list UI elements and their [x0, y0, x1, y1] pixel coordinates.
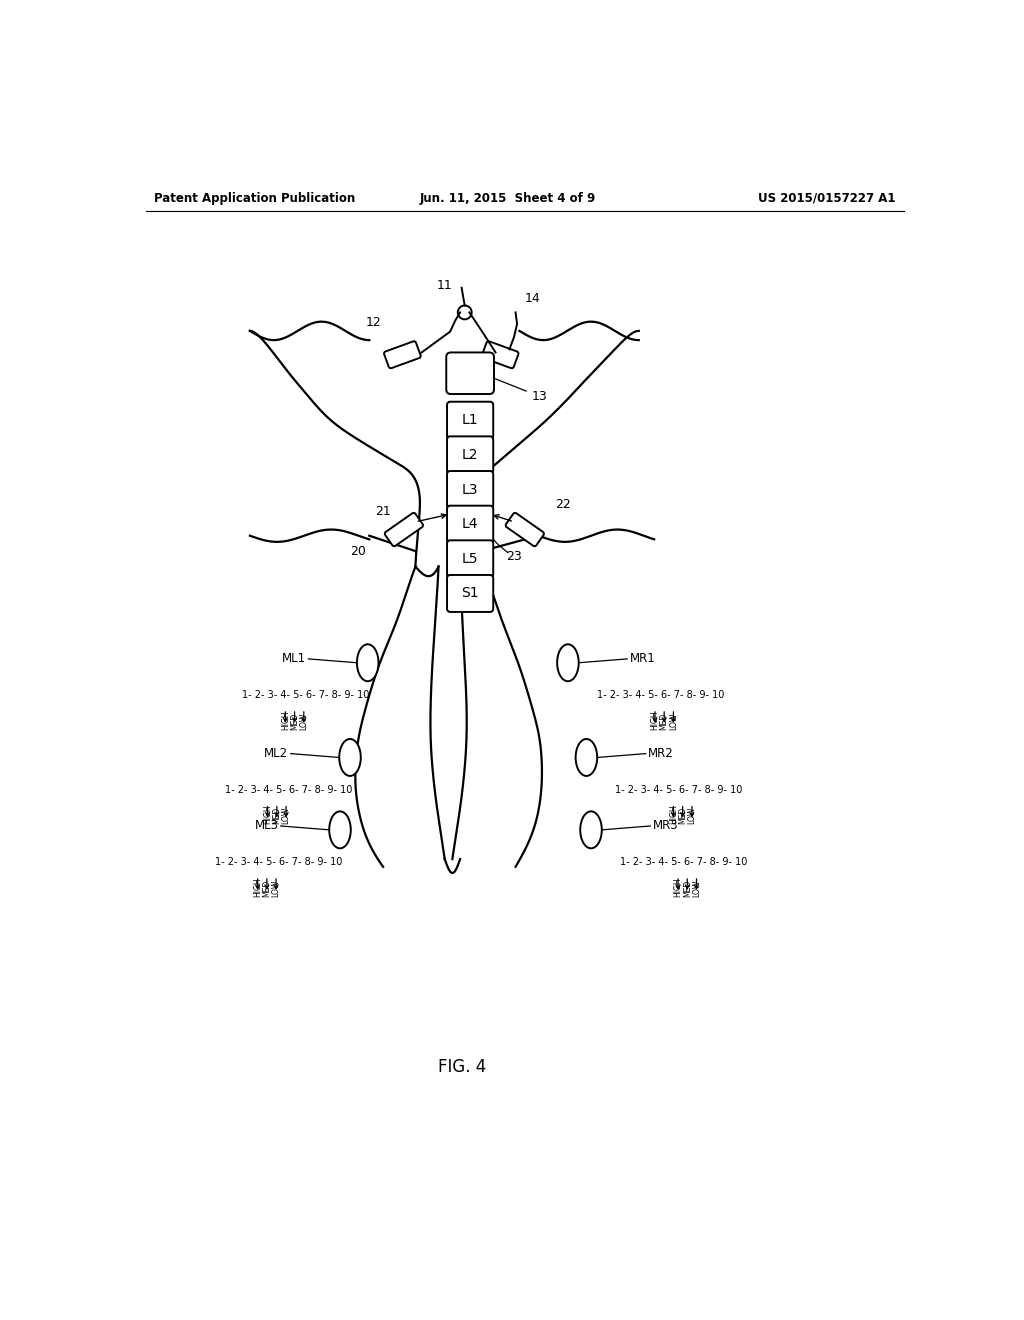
Ellipse shape	[330, 812, 351, 849]
Text: LOW: LOW	[669, 713, 678, 730]
Text: MED: MED	[678, 808, 687, 825]
Text: L1: L1	[462, 413, 478, 428]
FancyBboxPatch shape	[446, 352, 494, 395]
Text: Jun. 11, 2015  Sheet 4 of 9: Jun. 11, 2015 Sheet 4 of 9	[420, 191, 596, 205]
Text: 1- 2- 3- 4- 5- 6- 7- 8- 9- 10: 1- 2- 3- 4- 5- 6- 7- 8- 9- 10	[243, 690, 370, 700]
Text: LOW: LOW	[687, 807, 696, 825]
Text: MED: MED	[659, 713, 669, 730]
Text: LOW: LOW	[692, 879, 701, 896]
FancyBboxPatch shape	[447, 506, 494, 543]
Text: HIGH: HIGH	[281, 710, 290, 730]
Text: 22: 22	[555, 499, 571, 511]
Text: MR1: MR1	[630, 652, 655, 665]
Text: MED: MED	[290, 713, 299, 730]
Text: LOW: LOW	[282, 807, 291, 825]
FancyBboxPatch shape	[447, 576, 494, 612]
FancyBboxPatch shape	[482, 341, 518, 368]
Text: Patent Application Publication: Patent Application Publication	[154, 191, 355, 205]
Text: HIGH: HIGH	[650, 710, 659, 730]
Text: FIG. 4: FIG. 4	[437, 1059, 485, 1076]
Ellipse shape	[557, 644, 579, 681]
Text: ML3: ML3	[254, 820, 279, 833]
FancyBboxPatch shape	[447, 437, 494, 474]
Text: L2: L2	[462, 447, 478, 462]
Text: LOW: LOW	[299, 713, 308, 730]
Text: S1: S1	[462, 586, 479, 601]
Text: MED: MED	[683, 879, 692, 896]
FancyBboxPatch shape	[506, 512, 544, 546]
Text: 1- 2- 3- 4- 5- 6- 7- 8- 9- 10: 1- 2- 3- 4- 5- 6- 7- 8- 9- 10	[224, 785, 352, 795]
Ellipse shape	[581, 812, 602, 849]
Text: 1- 2- 3- 4- 5- 6- 7- 8- 9- 10: 1- 2- 3- 4- 5- 6- 7- 8- 9- 10	[615, 785, 742, 795]
Text: 1- 2- 3- 4- 5- 6- 7- 8- 9- 10: 1- 2- 3- 4- 5- 6- 7- 8- 9- 10	[620, 857, 748, 867]
Text: 20: 20	[350, 545, 366, 557]
Text: HIGH: HIGH	[669, 805, 678, 825]
Text: 1- 2- 3- 4- 5- 6- 7- 8- 9- 10: 1- 2- 3- 4- 5- 6- 7- 8- 9- 10	[215, 857, 342, 867]
Text: 23: 23	[506, 550, 522, 564]
FancyBboxPatch shape	[384, 341, 421, 368]
Text: 11: 11	[437, 279, 453, 292]
FancyBboxPatch shape	[447, 471, 494, 508]
Text: L3: L3	[462, 483, 478, 496]
Text: US 2015/0157227 A1: US 2015/0157227 A1	[759, 191, 896, 205]
Text: L4: L4	[462, 517, 478, 531]
Ellipse shape	[575, 739, 597, 776]
Text: HIGH: HIGH	[253, 878, 262, 896]
Text: MR2: MR2	[648, 747, 674, 760]
Text: MED: MED	[262, 879, 271, 896]
Text: 14: 14	[524, 292, 541, 305]
FancyBboxPatch shape	[447, 540, 494, 577]
FancyBboxPatch shape	[447, 401, 494, 438]
Text: 13: 13	[494, 378, 548, 403]
Text: 1- 2- 3- 4- 5- 6- 7- 8- 9- 10: 1- 2- 3- 4- 5- 6- 7- 8- 9- 10	[597, 690, 724, 700]
Text: LOW: LOW	[271, 879, 281, 896]
Ellipse shape	[357, 644, 379, 681]
Text: L5: L5	[462, 552, 478, 566]
Text: MED: MED	[272, 808, 282, 825]
Text: ML2: ML2	[264, 747, 289, 760]
Ellipse shape	[339, 739, 360, 776]
Text: 21: 21	[375, 504, 391, 517]
Text: MR3: MR3	[652, 820, 678, 833]
Text: HIGH: HIGH	[674, 878, 683, 896]
Text: ML1: ML1	[282, 652, 306, 665]
Text: HIGH: HIGH	[263, 805, 272, 825]
FancyBboxPatch shape	[385, 512, 423, 546]
Text: 12: 12	[366, 315, 382, 329]
